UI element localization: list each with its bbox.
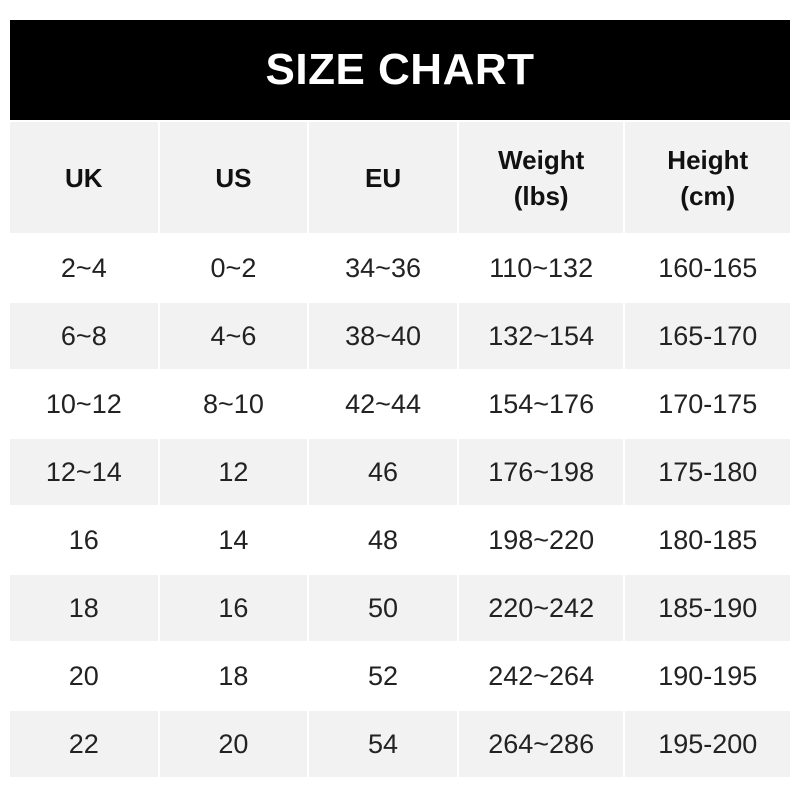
column-header: Height (cm) bbox=[625, 122, 791, 233]
table-cell: 8~10 bbox=[203, 388, 264, 419]
column-header: US bbox=[159, 122, 308, 233]
table-cell: 110~132 bbox=[489, 252, 594, 283]
table-cell: 185-190 bbox=[625, 575, 791, 641]
table-cell: 10~12 bbox=[45, 388, 122, 419]
table-cell: 132~154 bbox=[458, 303, 624, 369]
table-cell: 46 bbox=[309, 439, 457, 505]
table-cell: 14 bbox=[218, 524, 249, 555]
table-cell: 170-175 bbox=[658, 388, 758, 419]
header-row: UK US EU Weight (lbs) Height (cm) bbox=[10, 122, 791, 233]
table-cell: 6~8 bbox=[10, 303, 158, 369]
table-cell: 34~36 bbox=[345, 252, 421, 283]
page-title: SIZE CHART bbox=[10, 20, 790, 120]
table-cell: 264~286 bbox=[458, 711, 624, 777]
column-header: EU bbox=[309, 122, 457, 233]
table-cell: 12~14 bbox=[10, 439, 158, 505]
table-row: 16 14 48 198~220 180-185 bbox=[10, 507, 790, 573]
table-row: 2~4 0~2 34~36 110~132 160-165 bbox=[10, 235, 790, 301]
table-cell: 52 bbox=[368, 660, 399, 691]
table-cell: 12 bbox=[159, 439, 308, 505]
table-cell: 198~220 bbox=[488, 524, 595, 555]
table-row: 12~14 12 46 176~198 175-180 bbox=[10, 439, 791, 505]
table-cell: 50 bbox=[309, 575, 457, 641]
table-cell: 54 bbox=[309, 711, 457, 777]
table-cell: 42~44 bbox=[345, 388, 421, 419]
column-header: Weight (lbs) bbox=[458, 122, 624, 233]
table-cell: 190-195 bbox=[658, 660, 758, 691]
table-cell: 220~242 bbox=[458, 575, 624, 641]
table-cell: 0~2 bbox=[210, 252, 257, 283]
table-cell: 18 bbox=[218, 660, 249, 691]
table-row: 18 16 50 220~242 185-190 bbox=[10, 575, 791, 641]
table-cell: 165-170 bbox=[625, 303, 791, 369]
table-cell: 18 bbox=[10, 575, 158, 641]
table-cell: 154~176 bbox=[488, 388, 595, 419]
table-cell: 20 bbox=[68, 660, 99, 691]
table-row: 6~8 4~6 38~40 132~154 165-170 bbox=[10, 303, 791, 369]
size-chart-table: UK US EU Weight (lbs) Height (cm) 2~4 0~2 34~3… bbox=[10, 122, 791, 779]
table-cell: 195-200 bbox=[625, 711, 791, 777]
table-row: 22 20 54 264~286 195-200 bbox=[10, 711, 791, 777]
table-cell: 22 bbox=[10, 711, 158, 777]
column-header: UK bbox=[10, 122, 158, 233]
table-cell: 160-165 bbox=[658, 252, 758, 283]
table-cell: 48 bbox=[368, 524, 399, 555]
table-row: 10~12 8~10 42~44 154~176 170-175 bbox=[10, 371, 790, 437]
table-cell: 2~4 bbox=[60, 252, 107, 283]
table-cell: 176~198 bbox=[458, 439, 624, 505]
table-cell: 4~6 bbox=[159, 303, 308, 369]
table-cell: 16 bbox=[68, 524, 99, 555]
table-cell: 180-185 bbox=[658, 524, 758, 555]
table-cell: 242~264 bbox=[488, 660, 595, 691]
table-cell: 20 bbox=[159, 711, 308, 777]
table-cell: 175-180 bbox=[625, 439, 791, 505]
table-row: 20 18 52 242~264 190-195 bbox=[10, 643, 790, 709]
table-cell: 16 bbox=[159, 575, 308, 641]
table-cell: 38~40 bbox=[309, 303, 457, 369]
